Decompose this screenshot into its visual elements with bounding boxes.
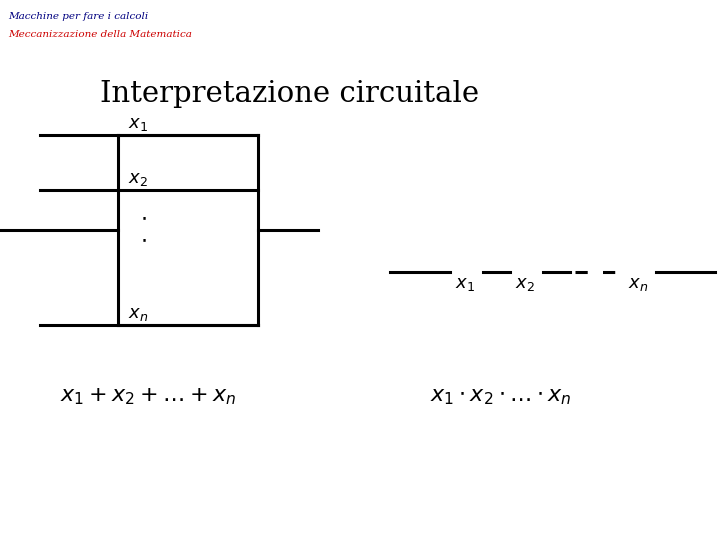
Text: $x_1$: $x_1$ — [128, 115, 148, 133]
Text: $x_1$: $x_1$ — [455, 275, 475, 293]
Text: $\cdot$: $\cdot$ — [140, 229, 147, 251]
Text: Interpretazione circuitale: Interpretazione circuitale — [100, 80, 479, 108]
Text: Macchine per fare i calcoli: Macchine per fare i calcoli — [8, 12, 148, 21]
Text: $x_2$: $x_2$ — [128, 170, 148, 188]
Text: $x_2$: $x_2$ — [515, 275, 535, 293]
Text: $x_1 \cdot x_2 \cdot \ldots \cdot x_n$: $x_1 \cdot x_2 \cdot \ldots \cdot x_n$ — [430, 385, 572, 407]
Text: $x_n$: $x_n$ — [128, 305, 148, 323]
Text: $x_n$: $x_n$ — [628, 275, 648, 293]
Text: Meccanizzazione della Matematica: Meccanizzazione della Matematica — [8, 30, 192, 39]
Text: $\cdot$: $\cdot$ — [140, 207, 147, 229]
Text: $x_1 + x_2 + \ldots + x_n$: $x_1 + x_2 + \ldots + x_n$ — [60, 385, 236, 407]
